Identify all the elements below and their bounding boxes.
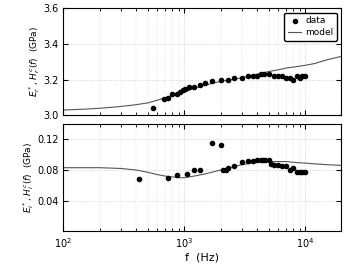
- data: [203, 81, 208, 85]
- Point: [191, 168, 197, 172]
- data: [266, 72, 271, 76]
- data: [169, 92, 175, 96]
- Point: [232, 164, 237, 168]
- model: [303, 64, 307, 67]
- Point: [290, 166, 296, 171]
- Point: [246, 159, 251, 163]
- model: [182, 91, 186, 94]
- Point: [220, 168, 226, 172]
- data: [174, 92, 180, 96]
- data: [239, 76, 245, 80]
- data: [191, 85, 197, 89]
- Point: [136, 177, 142, 181]
- model: [203, 83, 208, 87]
- Point: [268, 162, 274, 166]
- data: [302, 74, 308, 78]
- data: [165, 95, 170, 100]
- model: [163, 96, 168, 99]
- data: [294, 74, 299, 78]
- Point: [239, 160, 245, 164]
- model: [240, 76, 244, 79]
- Point: [165, 175, 170, 180]
- data: [232, 76, 237, 80]
- Point: [302, 170, 308, 175]
- data: [182, 86, 188, 91]
- Y-axis label: $E_r^*$, $H_r^c(f)$  (GPa): $E_r^*$, $H_r^c(f)$ (GPa): [27, 26, 42, 97]
- model: [82, 108, 87, 111]
- model: [266, 70, 271, 73]
- data: [225, 77, 231, 82]
- data: [275, 74, 281, 78]
- data: [262, 72, 267, 76]
- data: [271, 74, 277, 78]
- data: [290, 77, 296, 82]
- data: [209, 79, 215, 84]
- model: [170, 94, 175, 97]
- Point: [279, 164, 285, 168]
- Legend: data, model: data, model: [284, 13, 337, 41]
- Point: [209, 141, 215, 145]
- model: [98, 107, 102, 110]
- data: [297, 76, 302, 80]
- data: [177, 90, 183, 94]
- model: [324, 58, 328, 62]
- data: [187, 85, 192, 89]
- model: [134, 103, 138, 106]
- model: [255, 73, 259, 76]
- Point: [266, 158, 271, 162]
- data: [150, 106, 156, 110]
- Point: [287, 168, 293, 172]
- data: [279, 74, 285, 78]
- Point: [218, 143, 224, 147]
- Point: [258, 158, 264, 162]
- model: [119, 105, 123, 108]
- data: [287, 76, 293, 80]
- Point: [300, 170, 305, 175]
- Point: [283, 164, 289, 168]
- data: [218, 77, 224, 82]
- model: [155, 99, 159, 102]
- model: [313, 62, 317, 65]
- model: [339, 55, 344, 58]
- data: [250, 74, 256, 78]
- Point: [297, 170, 302, 175]
- data: [254, 74, 260, 78]
- Point: [174, 173, 180, 178]
- Point: [294, 169, 299, 174]
- data: [246, 74, 251, 78]
- data: [161, 97, 167, 101]
- model: [177, 92, 181, 95]
- Point: [260, 158, 266, 162]
- data: [258, 72, 264, 76]
- Y-axis label: $E_i^*$, $H_i^c(f)$  (GPa): $E_i^*$, $H_i^c(f)$ (GPa): [21, 142, 36, 213]
- Point: [223, 168, 228, 172]
- model: [276, 68, 280, 71]
- Point: [250, 159, 256, 163]
- model: [192, 87, 196, 90]
- model: [291, 65, 295, 69]
- model: [146, 101, 150, 104]
- model: [61, 108, 65, 112]
- model: [219, 80, 223, 83]
- data: [283, 76, 289, 80]
- X-axis label: f  (Hz): f (Hz): [186, 253, 219, 263]
- Point: [197, 168, 203, 172]
- Point: [225, 166, 231, 171]
- data: [300, 74, 305, 78]
- data: [180, 88, 186, 93]
- Point: [254, 158, 260, 162]
- data: [197, 83, 203, 87]
- model: [284, 66, 288, 70]
- Point: [275, 162, 281, 167]
- Point: [184, 172, 190, 176]
- Point: [271, 162, 277, 167]
- Point: [263, 158, 268, 162]
- Line: model: model: [63, 56, 341, 110]
